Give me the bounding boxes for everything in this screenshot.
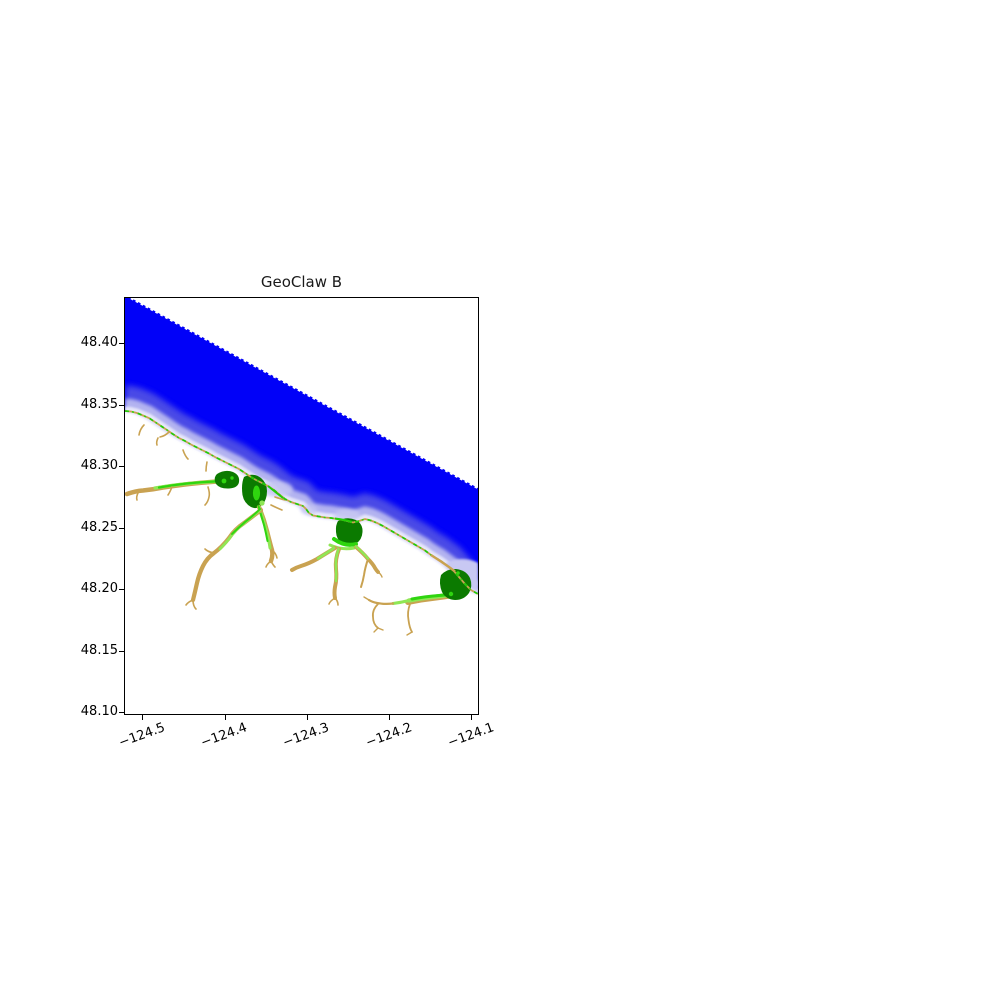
x-tick-label: −124.1 (445, 720, 497, 751)
river-central-se-arm (360, 558, 369, 588)
y-tick-mark (119, 343, 124, 344)
river-hoko-twig (204, 548, 215, 554)
river-hoko-twig (192, 599, 197, 610)
y-tick-mark (119, 589, 124, 590)
lagoon-east-green-spot (448, 591, 454, 597)
coast-spur (270, 504, 283, 511)
lagoon-east-flats (439, 568, 472, 600)
x-tick-label: −124.2 (363, 720, 415, 751)
bay-central (334, 509, 360, 521)
map-clip (125, 298, 478, 714)
estuary-west-green-spot (221, 478, 227, 484)
x-tick-label: −124.4 (198, 720, 250, 751)
river-hoko-twig (271, 549, 278, 559)
estuary-west-flats (214, 470, 240, 489)
coast-twig (159, 431, 170, 438)
river-east-twig (373, 627, 379, 633)
y-tick-mark (119, 651, 124, 652)
river-east-twig (406, 631, 413, 636)
river-east-west-light (391, 599, 411, 605)
river-east-s-twig (407, 603, 413, 633)
estuary-central-light (328, 543, 356, 551)
y-tick-label: 48.10 (80, 704, 118, 719)
y-tick-label: 48.35 (80, 397, 118, 412)
river-hoko-twig (265, 560, 272, 568)
x-tick-mark (225, 715, 226, 720)
y-tick-label: 48.25 (80, 520, 118, 535)
estuary-central-flats (335, 518, 363, 545)
river-hoko-twig (185, 599, 194, 606)
river-hoko-sw-tan (190, 507, 264, 603)
y-tick-label: 48.40 (80, 335, 118, 350)
river-east-sw-twig (371, 603, 379, 629)
river-central-s-light (334, 547, 340, 583)
y-tick-mark (119, 712, 124, 713)
river-west-twig (167, 486, 173, 496)
river-west-twig (204, 486, 211, 506)
coast-spur (274, 496, 286, 501)
river-hoko-twig (270, 560, 276, 568)
y-tick-label: 48.15 (80, 643, 118, 658)
estuary-west-green-spot (230, 476, 234, 480)
river-central-twig (334, 597, 339, 606)
land-features (125, 424, 472, 636)
estuary-hoko-channel (252, 485, 261, 501)
x-tick-label: −124.5 (116, 720, 168, 751)
plot-area (119, 297, 479, 720)
coastline-green-stretch (334, 517, 353, 523)
river-central-twig (328, 597, 336, 605)
coast-twig (155, 437, 159, 446)
river-east-west-tan (367, 598, 395, 605)
data-boundary-steps (130, 298, 478, 490)
sand-spit (430, 553, 456, 573)
coastline-green-stretch (267, 485, 284, 499)
y-tick-mark (119, 466, 124, 467)
bathymetry-map (125, 298, 478, 636)
river-central-sw-light (316, 546, 336, 560)
x-tick-mark (389, 715, 390, 720)
coast-twig (205, 461, 208, 472)
estuary-hoko-light-spot (259, 500, 265, 506)
river-hoko-sw-green (231, 508, 261, 535)
river-west-green (157, 480, 217, 489)
estuary-central-green (332, 537, 358, 547)
coast-twig (138, 424, 145, 436)
x-tick-label: −124.3 (280, 720, 332, 751)
river-central-twig (377, 571, 383, 578)
x-tick-mark (142, 715, 143, 720)
river-east-twig (377, 627, 384, 631)
y-tick-label: 48.20 (80, 581, 118, 596)
coast-twig (182, 449, 189, 460)
river-west-twig (135, 492, 139, 501)
y-tick-label: 48.30 (80, 458, 118, 473)
bay-west (261, 481, 293, 497)
river-central-se-light (354, 545, 370, 560)
y-tick-mark (119, 405, 124, 406)
chart-title: GeoClaw B (260, 273, 343, 291)
x-tick-mark (471, 715, 472, 720)
x-tick-mark (307, 715, 308, 720)
river-east-twig (363, 596, 370, 601)
y-tick-mark (119, 528, 124, 529)
